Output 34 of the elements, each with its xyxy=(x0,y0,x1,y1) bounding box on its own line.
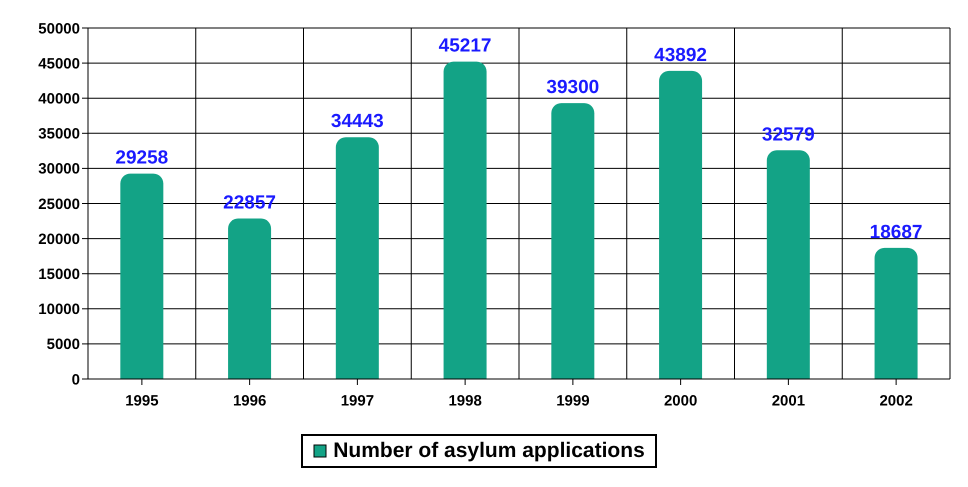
y-tick-label: 25000 xyxy=(38,196,80,213)
y-tick-label: 20000 xyxy=(38,230,80,248)
x-tick-label: 2000 xyxy=(664,392,698,410)
y-tick-label: 30000 xyxy=(38,160,80,178)
bar xyxy=(228,218,272,379)
bar xyxy=(551,103,594,379)
y-tick-label: 45000 xyxy=(38,55,80,72)
x-tick-label: 2002 xyxy=(879,392,913,410)
y-tick-label: 15000 xyxy=(38,266,80,284)
x-tick-label: 2001 xyxy=(772,392,806,410)
bar xyxy=(336,137,379,379)
x-tick-label: 1999 xyxy=(556,392,590,410)
data-label: 43892 xyxy=(654,44,707,66)
y-tick-label: 10000 xyxy=(38,301,80,318)
bar xyxy=(766,150,810,379)
bar xyxy=(659,70,702,379)
bar xyxy=(120,174,164,379)
data-label: 39300 xyxy=(546,77,600,98)
data-label: 18687 xyxy=(870,222,922,243)
x-tick-label: 1998 xyxy=(448,392,482,410)
data-label: 29258 xyxy=(115,148,168,169)
bar xyxy=(874,248,918,379)
x-tick-label: 1996 xyxy=(232,392,266,410)
data-label: 34443 xyxy=(330,111,384,132)
y-tick-label: 35000 xyxy=(38,126,80,143)
data-label: 45217 xyxy=(438,36,492,57)
y-tick-label: 0 xyxy=(72,371,80,388)
legend-label: Number of asylum applications xyxy=(332,439,645,463)
x-tick-label: 1997 xyxy=(340,392,374,410)
y-tick-label: 40000 xyxy=(38,90,80,108)
x-tick-label: 1995 xyxy=(125,392,159,410)
bar xyxy=(444,62,487,379)
y-tick-label: 50000 xyxy=(38,20,80,38)
y-tick-label: 5000 xyxy=(46,336,80,354)
